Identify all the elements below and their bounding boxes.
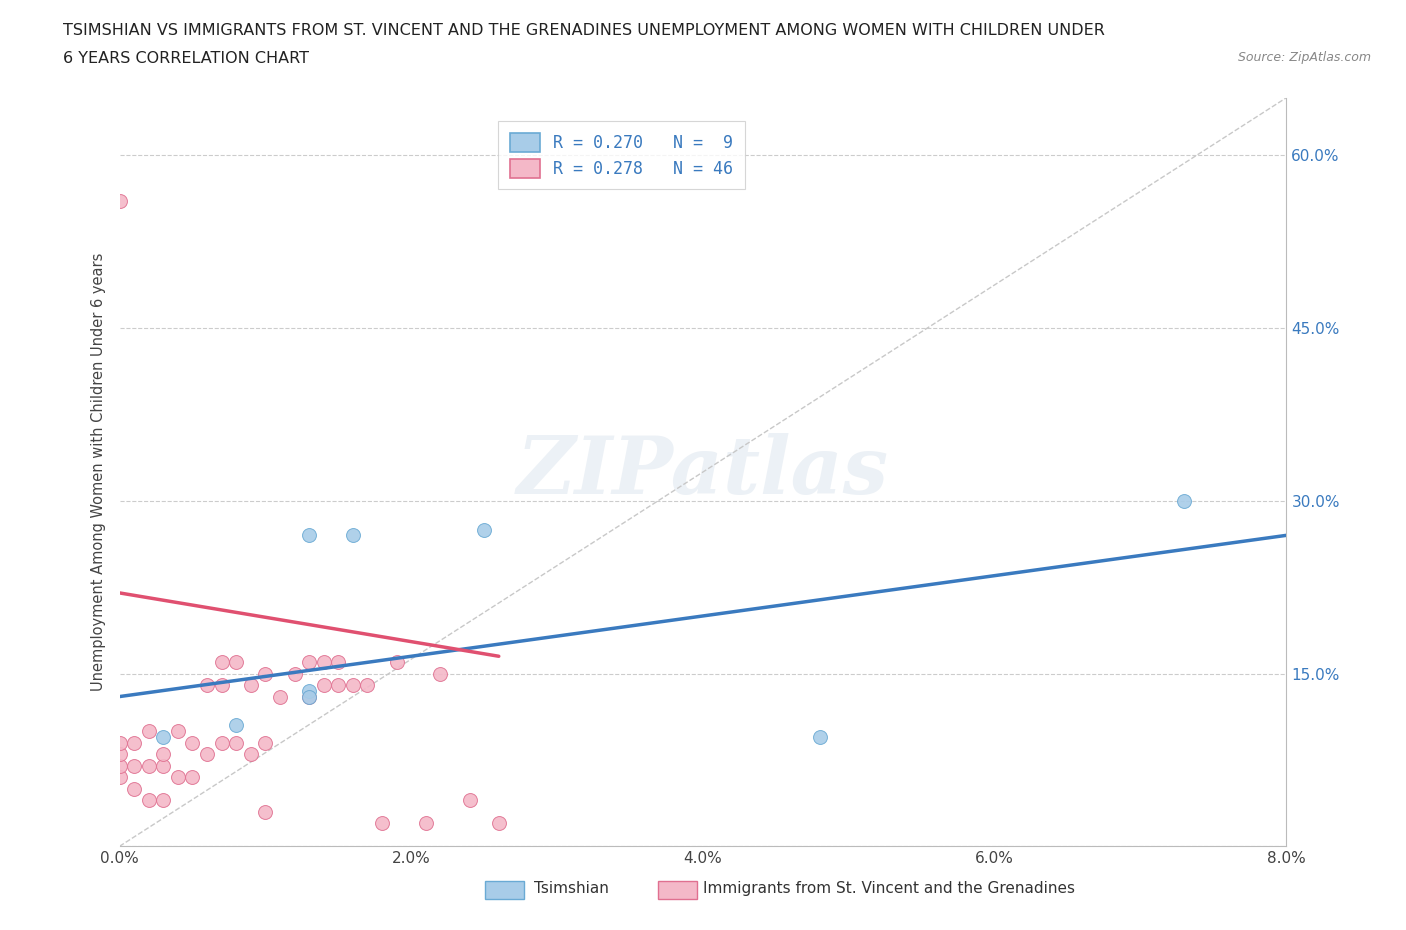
- Point: [108, 747, 131, 762]
- Point: [122, 736, 145, 751]
- Point: [195, 678, 218, 693]
- Text: TSIMSHIAN VS IMMIGRANTS FROM ST. VINCENT AND THE GRENADINES UNEMPLOYMENT AMONG W: TSIMSHIAN VS IMMIGRANTS FROM ST. VINCENT…: [63, 23, 1105, 38]
- Point: [152, 729, 174, 744]
- Point: [808, 729, 831, 744]
- Point: [342, 678, 364, 693]
- Point: [254, 804, 277, 819]
- Legend: R = 0.270   N =  9, R = 0.278   N = 46: R = 0.270 N = 9, R = 0.278 N = 46: [498, 121, 745, 190]
- Point: [152, 747, 174, 762]
- Point: [269, 689, 291, 704]
- Point: [122, 781, 145, 796]
- Point: [181, 736, 204, 751]
- Text: 6 YEARS CORRELATION CHART: 6 YEARS CORRELATION CHART: [63, 51, 309, 66]
- Point: [211, 678, 233, 693]
- Point: [458, 792, 481, 807]
- Point: [225, 718, 247, 733]
- Point: [108, 736, 131, 751]
- Point: [415, 816, 437, 830]
- Point: [312, 678, 335, 693]
- Point: [225, 736, 247, 751]
- Point: [371, 816, 394, 830]
- Point: [298, 684, 321, 698]
- Point: [108, 758, 131, 773]
- Point: [122, 758, 145, 773]
- Point: [239, 747, 262, 762]
- Text: Source: ZipAtlas.com: Source: ZipAtlas.com: [1237, 51, 1371, 64]
- Point: [239, 678, 262, 693]
- Point: [211, 736, 233, 751]
- Point: [284, 666, 307, 681]
- Point: [342, 528, 364, 543]
- Point: [181, 770, 204, 785]
- Point: [152, 792, 174, 807]
- Text: Immigrants from St. Vincent and the Grenadines: Immigrants from St. Vincent and the Gren…: [703, 881, 1076, 896]
- Point: [298, 655, 321, 670]
- Point: [298, 528, 321, 543]
- Point: [254, 666, 277, 681]
- Text: Tsimshian: Tsimshian: [534, 881, 609, 896]
- Point: [312, 655, 335, 670]
- Point: [254, 736, 277, 751]
- Point: [225, 655, 247, 670]
- Point: [195, 747, 218, 762]
- Point: [211, 655, 233, 670]
- Point: [298, 689, 321, 704]
- Point: [108, 770, 131, 785]
- Point: [166, 724, 188, 738]
- Point: [108, 193, 131, 208]
- Point: [138, 758, 160, 773]
- Point: [385, 655, 408, 670]
- Point: [138, 724, 160, 738]
- Text: ZIPatlas: ZIPatlas: [517, 433, 889, 511]
- Point: [472, 522, 495, 537]
- Point: [138, 792, 160, 807]
- Point: [166, 770, 188, 785]
- Y-axis label: Unemployment Among Women with Children Under 6 years: Unemployment Among Women with Children U…: [90, 253, 105, 691]
- Point: [1173, 493, 1195, 508]
- Point: [152, 758, 174, 773]
- Point: [429, 666, 451, 681]
- Point: [328, 655, 350, 670]
- Point: [488, 816, 510, 830]
- Point: [328, 678, 350, 693]
- Point: [298, 689, 321, 704]
- Point: [356, 678, 378, 693]
